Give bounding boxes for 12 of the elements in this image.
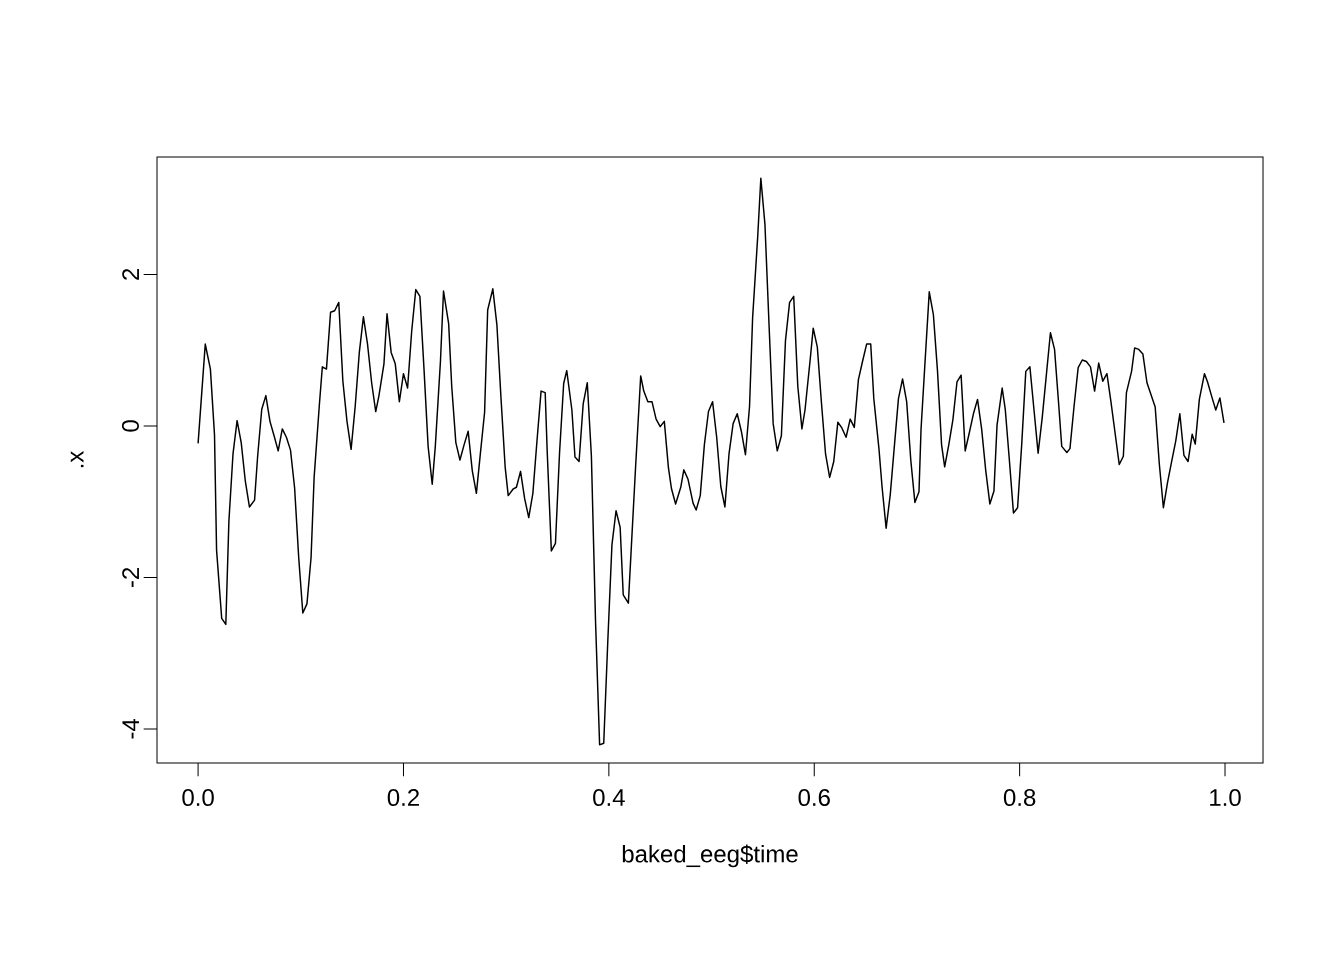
y-tick-label: 2	[122, 268, 139, 280]
x-axis-title: baked_eeg$time	[622, 844, 798, 868]
y-tick-label: -2	[122, 567, 139, 588]
y-axis-title: .x	[70, 450, 84, 468]
x-tick-label: 0.2	[387, 789, 419, 807]
x-tick-label: 0.0	[182, 789, 214, 807]
y-tick-label: 0	[121, 420, 139, 432]
x-tick-label: 0.8	[1003, 789, 1036, 807]
x-tick-label: 0.6	[798, 789, 830, 807]
x-tick-label: 1.0	[1210, 789, 1241, 807]
y-tick-label: -4	[122, 718, 139, 739]
x-tick-label: 0.4	[593, 789, 625, 807]
